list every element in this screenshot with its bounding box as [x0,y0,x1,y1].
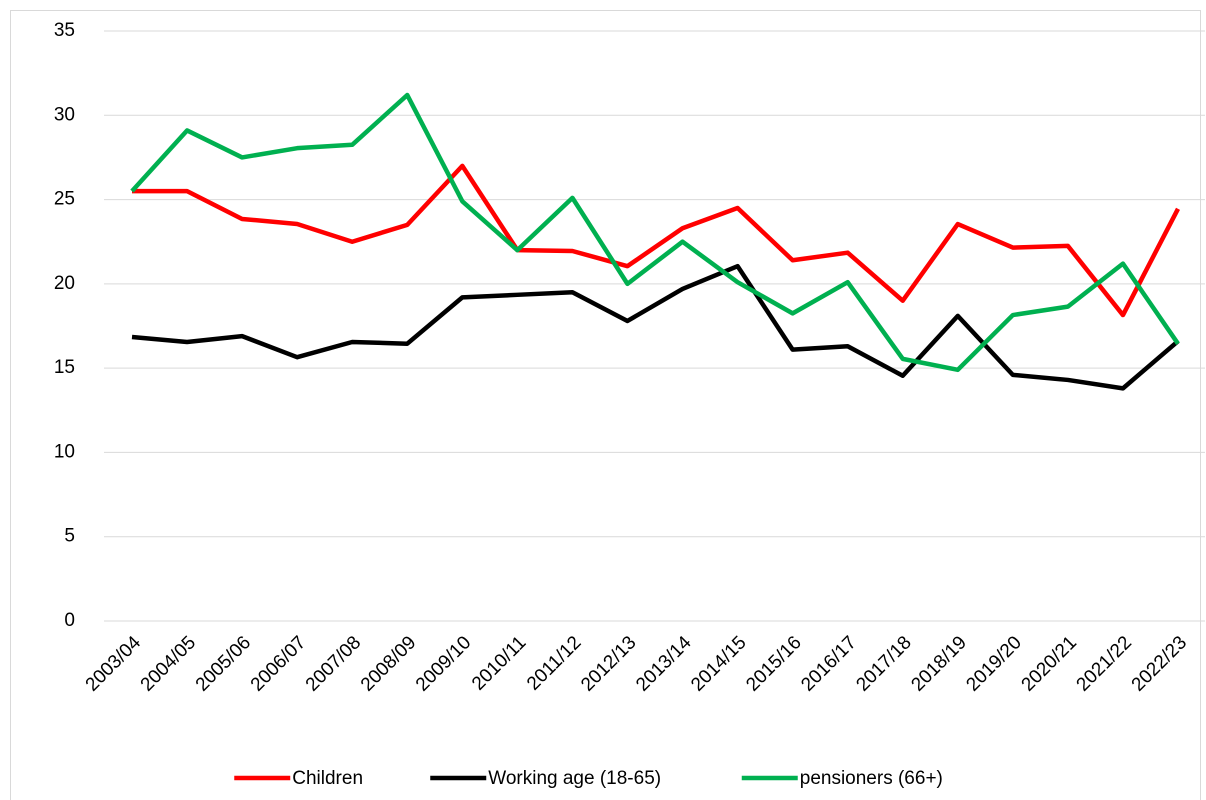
y-tick-label: 15 [54,357,75,378]
y-tick-label: 30 [54,104,75,125]
y-tick-label: 0 [64,610,75,631]
y-tick-label: 35 [54,20,75,41]
series-line [131,263,1180,391]
series-line [132,163,1180,318]
y-tick-label: 20 [54,273,75,294]
legend-label: pensioners (66+) [800,768,943,789]
legend-label: Children [292,768,363,789]
y-tick-label: 25 [54,189,75,210]
y-tick-label: 5 [64,526,75,547]
series-line [130,92,1180,373]
y-tick-label: 10 [54,441,75,462]
legend-label: Working age (18-65) [488,768,661,789]
